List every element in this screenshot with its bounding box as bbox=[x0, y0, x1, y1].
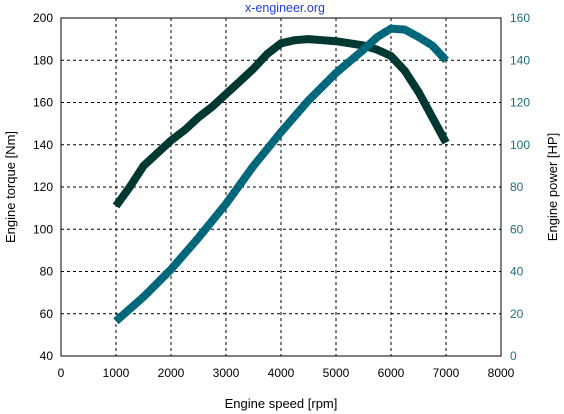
left-y-tick-label: 80 bbox=[40, 265, 54, 279]
x-tick-label: 6000 bbox=[378, 366, 405, 380]
right-y-tick-label: 140 bbox=[510, 53, 530, 67]
left-y-axis-title: Engine torque [Nm] bbox=[3, 131, 18, 243]
right-y-tick-labels: 0 20 40 60 80 100 120 140 160 bbox=[510, 11, 530, 363]
right-y-tick-label: 160 bbox=[510, 11, 530, 25]
x-tick-label: 7000 bbox=[433, 366, 460, 380]
x-tick-label: 4000 bbox=[268, 366, 295, 380]
left-y-tick-label: 100 bbox=[33, 222, 53, 236]
right-y-tick-label: 120 bbox=[510, 96, 530, 110]
x-tick-label: 1000 bbox=[103, 366, 130, 380]
left-y-tick-label: 140 bbox=[33, 138, 53, 152]
left-y-tick-label: 180 bbox=[33, 53, 53, 67]
torque-curve bbox=[112, 35, 450, 209]
plot-frame bbox=[60, 17, 502, 357]
left-y-tick-labels: 40 60 80 100 120 140 160 180 200 bbox=[33, 11, 53, 363]
right-y-tick-label: 40 bbox=[510, 265, 524, 279]
right-y-tick-label: 20 bbox=[510, 307, 524, 321]
right-y-tick-label: 100 bbox=[510, 138, 530, 152]
left-y-tick-label: 120 bbox=[33, 180, 53, 194]
watermark-text: x-engineer.org bbox=[245, 1, 325, 15]
power-curve bbox=[113, 24, 449, 325]
power-curve-markers bbox=[113, 24, 449, 325]
left-y-tick-label: 40 bbox=[40, 349, 54, 363]
x-tick-labels: 0 1000 2000 3000 4000 5000 6000 7000 8000 bbox=[58, 366, 515, 380]
x-axis-title: Engine speed [rpm] bbox=[225, 396, 338, 411]
right-y-tick-label: 0 bbox=[510, 349, 517, 363]
left-y-tick-label: 160 bbox=[33, 96, 53, 110]
x-tick-label: 3000 bbox=[213, 366, 240, 380]
x-tick-label: 8000 bbox=[488, 366, 515, 380]
left-y-tick-label: 200 bbox=[33, 11, 53, 25]
left-y-tick-label: 60 bbox=[40, 307, 54, 321]
x-tick-label: 5000 bbox=[323, 366, 350, 380]
x-tick-label: 0 bbox=[58, 366, 65, 380]
x-tick-label: 2000 bbox=[158, 366, 185, 380]
right-y-tick-label: 80 bbox=[510, 180, 524, 194]
series-lines bbox=[112, 24, 450, 325]
right-y-tick-label: 60 bbox=[510, 222, 524, 236]
right-y-axis-title: Engine power [HP] bbox=[545, 133, 560, 241]
